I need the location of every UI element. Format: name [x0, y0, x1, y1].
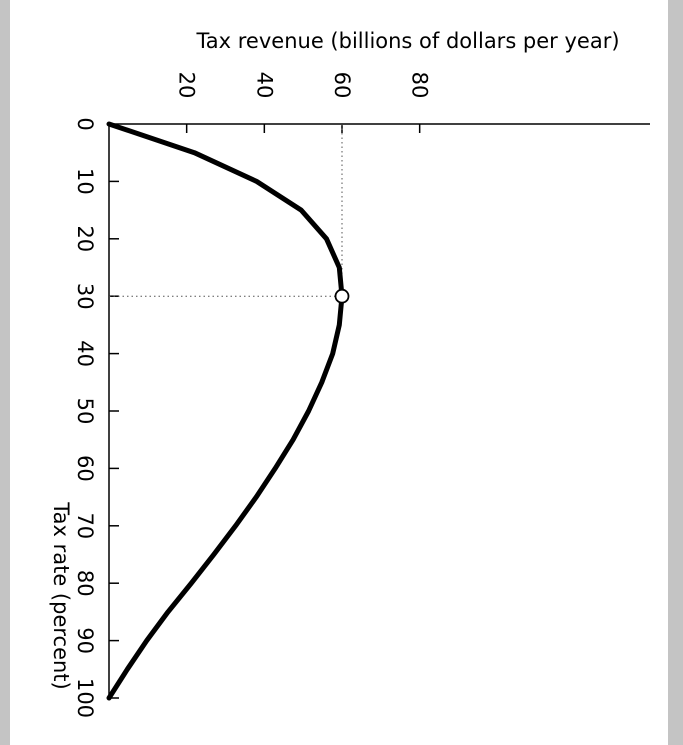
- x-tick-label: 40: [73, 340, 97, 367]
- laffer-curve-line: [106, 121, 345, 701]
- y-tick-label: 60: [330, 72, 354, 99]
- y-tick-label: 20: [175, 72, 199, 99]
- y-tick-label: 40: [252, 72, 276, 99]
- x-tick-label: 100: [73, 678, 97, 718]
- x-axis-title: Tax rate (percent): [49, 501, 73, 689]
- y-axis-title: Tax revenue (billions of dollars per yea…: [195, 29, 619, 53]
- x-tick-label: 80: [73, 570, 97, 597]
- laffer-curve-chart: Tax revenue (billions of dollars per yea…: [49, 29, 650, 718]
- x-tick-label: 0: [73, 117, 97, 130]
- x-tick-label: 90: [73, 627, 97, 654]
- x-tick-label: 30: [73, 283, 97, 310]
- x-tick-label: 20: [73, 225, 97, 252]
- x-tick-label: 60: [73, 455, 97, 482]
- y-tick-label: 80: [408, 72, 432, 99]
- chart-page: Tax revenue (billions of dollars per yea…: [10, 0, 668, 745]
- x-tick-label: 50: [73, 398, 97, 425]
- x-tick-label: 10: [73, 168, 97, 195]
- peak-marker: [334, 288, 350, 304]
- x-tick-label: 70: [73, 512, 97, 539]
